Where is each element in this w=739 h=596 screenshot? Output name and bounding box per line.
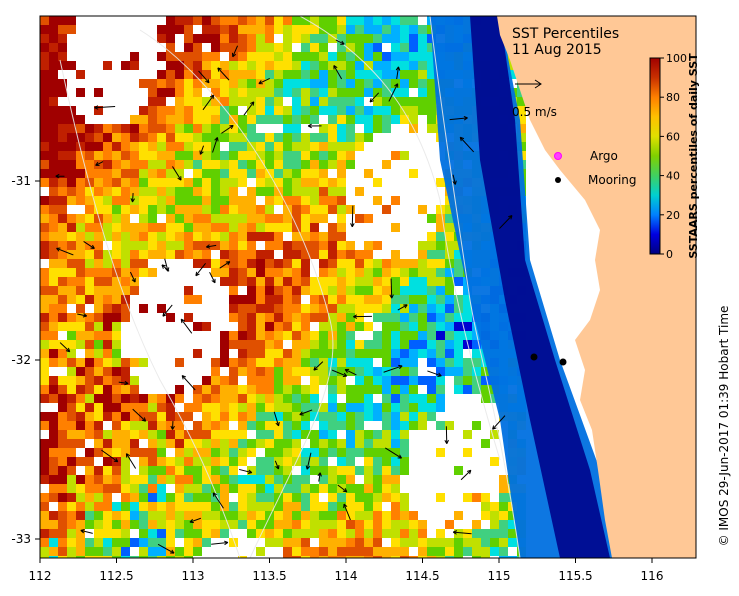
colorbar-tick-label: 0 — [666, 248, 673, 261]
current-arrows — [55, 39, 513, 554]
bathymetry-contours — [59, 16, 521, 558]
mooring-point — [530, 353, 538, 361]
velocity-label: 0.5 m/s — [512, 105, 557, 119]
map-title: SST Percentiles — [512, 26, 619, 42]
point-legend: Argo Mooring — [554, 149, 637, 187]
land-mass — [497, 16, 696, 558]
colorbar-tick-label: 80 — [666, 91, 680, 104]
colorbar-tick-label: 60 — [666, 130, 680, 143]
y-tick-label: -31 — [11, 174, 31, 188]
x-tick-label: 114.5 — [405, 569, 439, 583]
sst-field — [40, 16, 696, 558]
colorbar-tick-label: 20 — [666, 209, 680, 222]
x-tick-label: 113.5 — [252, 569, 286, 583]
y-tick-label: -32 — [11, 353, 31, 367]
y-tick-label: -33 — [11, 532, 31, 546]
y-axis: -31 -32 -33 — [11, 174, 40, 546]
credit-text: © IMOS 29-Jun-2017 01:39 Hobart Time — [717, 306, 731, 547]
mooring-label: Mooring — [588, 173, 637, 187]
x-tick-label: 115.5 — [558, 569, 592, 583]
coastal-band — [470, 16, 610, 558]
plot-frame — [39, 15, 697, 559]
argo-marker-icon — [554, 152, 562, 160]
x-tick-label: 113 — [182, 569, 205, 583]
mooring-point — [559, 358, 567, 366]
mooring-marker-icon — [555, 177, 561, 183]
x-tick-label: 112.5 — [99, 569, 133, 583]
x-tick-label: 114 — [335, 569, 358, 583]
map-date: 11 Aug 2015 — [512, 42, 602, 58]
colorbar-label: SSTAARS percentiles of daily SST — [687, 53, 700, 259]
x-tick-label: 112 — [29, 569, 52, 583]
x-tick-label: 116 — [641, 569, 664, 583]
velocity-scale: 0.5 m/s — [512, 79, 557, 119]
x-tick-label: 115 — [488, 569, 511, 583]
colorbar-tick-label: 100 — [666, 52, 687, 65]
colorbar: 100 80 60 40 20 0 SSTAARS percentiles of dail… — [649, 52, 700, 261]
x-axis: 112 112.5 113 113.5 114 114.5 115 115.5 116 — [29, 558, 664, 583]
colorbar-tick-label: 40 — [666, 170, 680, 183]
argo-label: Argo — [590, 149, 618, 163]
